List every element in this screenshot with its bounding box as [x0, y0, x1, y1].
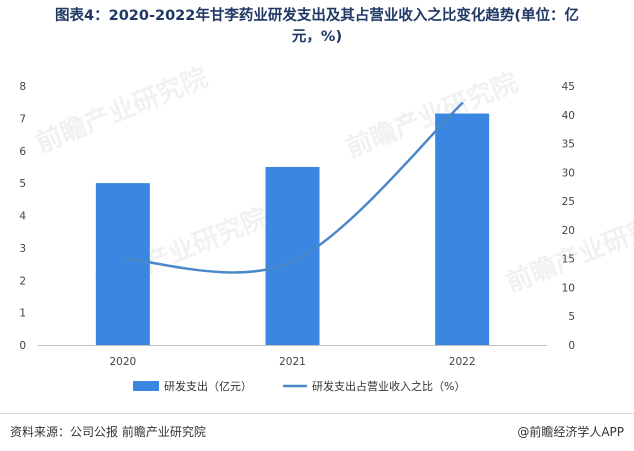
y-right-tick-label: 45 — [562, 81, 575, 93]
bar-2021 — [265, 166, 320, 345]
chart-title: 图表4：2020-2022年甘李药业研发支出及其占营业收入之比变化趋势(单位：亿… — [10, 6, 624, 48]
y-left-tick-label: 0 — [19, 340, 26, 352]
y-left-tick-label: 6 — [19, 146, 26, 158]
y-left-tick-label: 8 — [19, 81, 26, 93]
footer: 资料来源：公司公报 前瞻产业研究院 @前瞻经济学人APP — [0, 413, 634, 451]
source-note: 资料来源：公司公报 前瞻产业研究院 — [10, 425, 206, 439]
y-right-tick-label: 20 — [562, 225, 575, 237]
chart-title-line1: 图表4：2020-2022年甘李药业研发支出及其占营业收入之比变化趋势(单位：亿 — [55, 8, 579, 24]
y-right-tick-label: 5 — [568, 311, 575, 323]
y-left-tick-label: 2 — [19, 275, 26, 287]
legend-label-bar: 研发支出（亿元） — [164, 379, 252, 393]
bar-2022 — [435, 113, 490, 345]
y-left-tick-label: 5 — [19, 178, 26, 190]
x-tick-label: 2022 — [449, 356, 476, 368]
bar-2020 — [95, 183, 150, 345]
x-tick-label: 2020 — [109, 356, 136, 368]
legend-label-line: 研发支出占营业收入之比（%） — [312, 379, 465, 393]
legend-swatch-bar — [133, 381, 159, 391]
y-right-tick-label: 25 — [562, 196, 575, 208]
ratio-line — [121, 102, 464, 274]
y-left-tick-label: 1 — [19, 308, 26, 320]
y-right-tick-label: 40 — [562, 110, 575, 122]
y-right-tick-label: 10 — [562, 282, 575, 294]
y-right-tick-label: 15 — [562, 254, 575, 266]
brand-credit: @前瞻经济学人APP — [517, 425, 624, 439]
chart-title-line2: 元，%) — [291, 29, 343, 45]
y-right-tick-label: 0 — [568, 340, 575, 352]
x-tick-label: 2021 — [279, 356, 306, 368]
y-left-tick-label: 3 — [19, 243, 26, 255]
y-right-tick-label: 35 — [562, 139, 575, 151]
y-right-tick-label: 30 — [562, 167, 575, 179]
y-left-tick-label: 7 — [19, 113, 26, 125]
y-left-tick-label: 4 — [19, 211, 26, 223]
